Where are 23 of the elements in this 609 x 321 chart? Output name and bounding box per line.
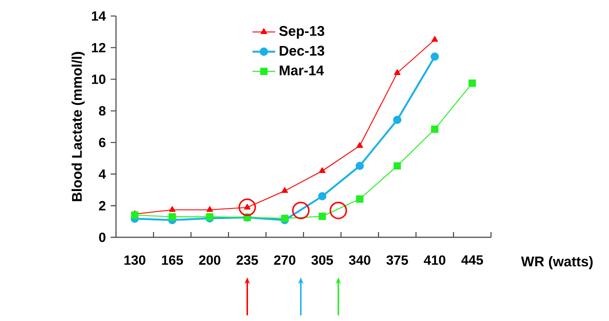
x-axis-title: WR (watts) [521,256,593,270]
y-tick-label: 10 [92,74,106,84]
y-tick-label: 0 [99,232,106,242]
x-tick-label: 375 [386,255,408,265]
x-tick-label: 445 [461,255,483,265]
x-tick-label: 410 [424,255,446,265]
legend-label: Sep-13 [279,26,324,39]
legend-label: Mar-14 [280,66,324,76]
y-tick-label: 12 [92,42,106,52]
y-axis-title: Blood Lactate (mmol/l) [72,52,85,202]
x-tick-label: 270 [274,255,296,265]
y-tick-label: 6 [99,138,106,148]
y-tick-label: 14 [92,11,106,21]
y-tick-label: 8 [98,106,106,116]
x-tick-label: 305 [311,255,334,265]
y-tick-label: 4 [98,170,106,179]
x-tick-label: 235 [236,255,258,265]
x-tick-label: 130 [124,255,146,265]
x-tick-label: 200 [199,255,220,265]
x-tick-label: 165 [162,255,183,265]
y-tick-label: 2 [99,201,106,210]
legend-label: Dec-13 [280,46,324,56]
x-tick-label: 340 [348,255,370,265]
